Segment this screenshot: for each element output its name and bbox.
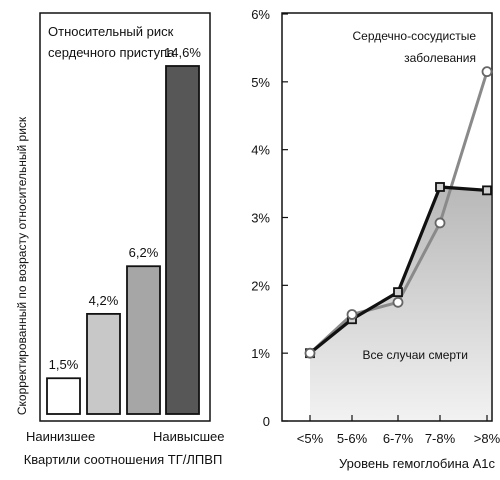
lines-layer [304, 66, 493, 359]
y-tick-label-6: 6% [251, 7, 270, 22]
bars-layer: 1,5% 4,2% 6,2% 14,6% [46, 45, 201, 415]
y-tick-label-4: 4% [251, 143, 270, 158]
x-label-highest: Наивысшее [153, 429, 225, 444]
bar-chart-title-line-1: Относительный риск [48, 24, 174, 39]
bar-q3 [126, 265, 161, 415]
legend-cvd-line-1: Сердечно-сосудистые [353, 29, 477, 43]
bar-q4 [165, 65, 200, 415]
bar-chart: Относительный риск сердечного приступа С… [15, 12, 225, 467]
all-deaths-marker-4 [482, 185, 492, 196]
cvd-marker-2 [392, 296, 404, 308]
legend-all-deaths: Все случаи смерти [362, 348, 468, 362]
y-tick-label-1: 1% [251, 346, 270, 361]
y-ticks-layer: 0 1% 2% 3% 4% 5% 6% [251, 7, 288, 429]
line-chart-x-axis-label: Уровень гемоглобина А1с [339, 456, 496, 471]
cvd-marker-0 [304, 347, 316, 359]
bar-q1 [46, 377, 81, 415]
x-ticks-layer: <5% 5-6% 6-7% 7-8% >8% [297, 415, 500, 446]
x-tick-label-0: <5% [297, 431, 324, 446]
cvd-marker-4 [481, 66, 493, 78]
bar-chart-title-line-2: сердечного приступа [48, 45, 175, 60]
all-deaths-marker-3 [435, 182, 445, 192]
bar-q2 [86, 312, 121, 415]
x-tick-label-3: 7-8% [425, 431, 456, 446]
bar-value-label-q1: 1,5% [49, 357, 79, 372]
y-tick-label-0: 0 [263, 414, 270, 429]
cvd-marker-3 [434, 217, 446, 229]
bar-value-label-q2: 4,2% [89, 293, 119, 308]
x-tick-label-1: 5-6% [337, 431, 368, 446]
y-tick-label-3: 3% [251, 211, 270, 226]
bar-chart-x-axis-label: Квартили соотношения ТГ/ЛПВП [24, 452, 223, 467]
y-tick-label-5: 5% [251, 75, 270, 90]
legend-cvd-line-2: заболевания [404, 51, 476, 65]
bar-value-label-q4: 14,6% [164, 45, 201, 60]
cvd-marker-1 [346, 309, 358, 320]
x-tick-label-4: >8% [474, 431, 500, 446]
y-tick-label-2: 2% [251, 278, 270, 293]
bar-chart-y-axis-label: Скорректированный по возрасту относитель… [15, 116, 29, 415]
x-tick-label-2: 6-7% [383, 431, 414, 446]
x-label-lowest: Наинизшее [26, 429, 95, 444]
bar-value-label-q3: 6,2% [129, 245, 159, 260]
line-chart: 0 1% 2% 3% 4% 5% 6% <5% 5-6% 6-7% 7-8% >8% Сердечн… [251, 7, 500, 471]
all-deaths-marker-2 [393, 287, 403, 298]
